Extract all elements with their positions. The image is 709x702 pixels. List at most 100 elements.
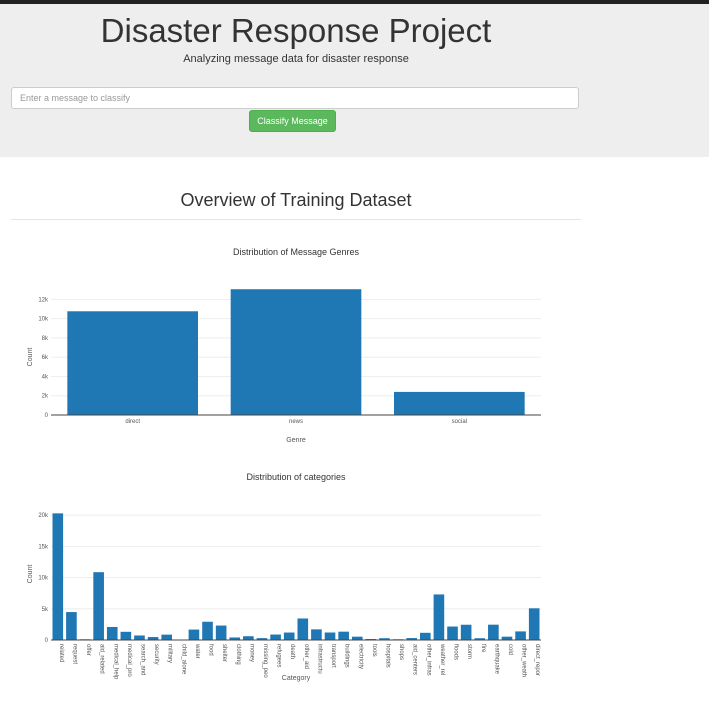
- classify-message-button[interactable]: Classify Message: [249, 110, 336, 132]
- x-tick-label: direct_repor: [534, 644, 540, 676]
- bar: [161, 634, 173, 640]
- bar: [488, 624, 499, 640]
- bar: [338, 631, 349, 640]
- bar: [215, 625, 227, 640]
- x-tick-label: shelter: [221, 644, 227, 662]
- header-jumbotron: Disaster Response Project Analyzing mess…: [0, 4, 709, 157]
- bar: [202, 621, 213, 640]
- bar: [93, 572, 104, 640]
- x-tick-label: food: [208, 644, 214, 656]
- bar: [419, 632, 431, 640]
- y-tick-label: 0: [45, 413, 49, 419]
- plot-area: 0 5k 10k 15k 20k related request offer aid_relat…: [38, 513, 541, 680]
- x-tick-label: military: [167, 644, 173, 663]
- bar: [406, 638, 418, 640]
- x-tick-label: electricity: [357, 644, 363, 669]
- x-tick-label: related: [58, 644, 64, 662]
- x-tick-label: medical_help: [112, 644, 118, 680]
- x-tick-label: earthquake: [493, 644, 499, 675]
- x-tick-label: social: [452, 419, 467, 425]
- bar: [66, 612, 77, 640]
- bar: [474, 638, 486, 640]
- bar: [230, 289, 362, 415]
- y-tick-label: 15k: [38, 544, 49, 550]
- bar: [120, 631, 132, 640]
- section-title: Overview of Training Dataset: [180, 190, 412, 210]
- y-tick-label: 10k: [38, 576, 49, 582]
- bar: [528, 608, 540, 640]
- bar: [229, 637, 241, 640]
- bar: [147, 637, 159, 640]
- x-tick-label: weather_rel: [439, 643, 445, 675]
- bar: [515, 631, 526, 640]
- bar: [67, 311, 198, 415]
- x-axis-title: Genre: [286, 437, 306, 444]
- chart-title: Distribution of Message Genres: [233, 247, 360, 257]
- x-tick-label: death: [289, 644, 295, 659]
- top-border: [0, 0, 709, 4]
- y-tick-label: 10k: [38, 317, 49, 323]
- x-tick-label: storm: [466, 644, 472, 659]
- x-tick-label: missing_peo: [262, 644, 268, 678]
- bar: [134, 635, 145, 640]
- x-tick-label: money: [248, 644, 254, 662]
- bar: [188, 629, 200, 640]
- bar: [256, 638, 268, 640]
- section-divider: [11, 219, 581, 220]
- y-tick-label: 12k: [38, 297, 49, 303]
- y-tick-label: 5k: [42, 607, 49, 613]
- x-tick-label: child_alone: [180, 644, 186, 675]
- x-tick-label: water: [194, 643, 200, 659]
- y-tick-label: 6k: [42, 355, 49, 361]
- bar: [433, 594, 445, 640]
- category-distribution-chart: Distribution of categories Count Categor…: [27, 472, 541, 682]
- x-tick-label: request: [71, 644, 77, 664]
- bar: [460, 624, 472, 640]
- x-tick-label: fire: [480, 644, 486, 653]
- x-tick-label: clothing: [235, 644, 241, 665]
- x-tick-label: cold: [507, 644, 513, 655]
- y-axis-title: Count: [27, 565, 34, 584]
- x-tick-label: buildings: [344, 644, 350, 668]
- x-tick-label: infrastructu: [316, 644, 322, 674]
- bar: [52, 513, 64, 640]
- genre-distribution-chart: Distribution of Message Genres Count Gen…: [27, 247, 541, 444]
- x-tick-label: shops: [398, 644, 404, 660]
- x-axis-title: Category: [282, 675, 311, 682]
- plot-area: 0 2k 4k 6k 8k 10k 12k direct news social: [38, 289, 541, 425]
- bar: [324, 632, 336, 640]
- x-tick-label: hospitals: [384, 644, 390, 668]
- x-tick-label: transport: [330, 644, 336, 668]
- y-tick-label: 20k: [38, 513, 49, 519]
- bar: [243, 636, 254, 640]
- x-tick-label: other_aid: [303, 644, 309, 669]
- x-tick-label: offer: [85, 644, 91, 656]
- bar: [351, 636, 363, 640]
- bar: [297, 618, 309, 640]
- y-axis-title: Count: [27, 348, 34, 367]
- x-tick-label: floods: [453, 644, 459, 660]
- bar: [106, 626, 118, 640]
- y-tick-label: 0: [45, 638, 49, 644]
- y-tick-label: 4k: [42, 374, 49, 380]
- x-tick-label: search_and: [139, 644, 145, 675]
- x-tick-label: other_infras: [425, 644, 431, 676]
- bar: [501, 636, 513, 640]
- x-tick-label: medical_pro: [126, 644, 132, 677]
- x-tick-label: aid_centers: [412, 644, 418, 675]
- x-tick-label: news: [289, 419, 303, 425]
- page-title: Disaster Response Project: [100, 12, 492, 49]
- bar: [311, 629, 322, 640]
- x-tick-label: direct: [125, 419, 140, 425]
- y-tick-label: 2k: [42, 394, 49, 400]
- message-input[interactable]: [11, 87, 579, 109]
- x-tick-label: security: [153, 644, 159, 665]
- bar: [379, 638, 390, 640]
- chart-title: Distribution of categories: [246, 472, 346, 482]
- bar: [394, 391, 525, 415]
- bar: [447, 626, 458, 640]
- page-subtitle: Analyzing message data for disaster resp…: [183, 53, 409, 65]
- y-tick-label: 8k: [42, 336, 49, 342]
- bar: [270, 634, 281, 640]
- x-tick-label: refugees: [276, 644, 282, 667]
